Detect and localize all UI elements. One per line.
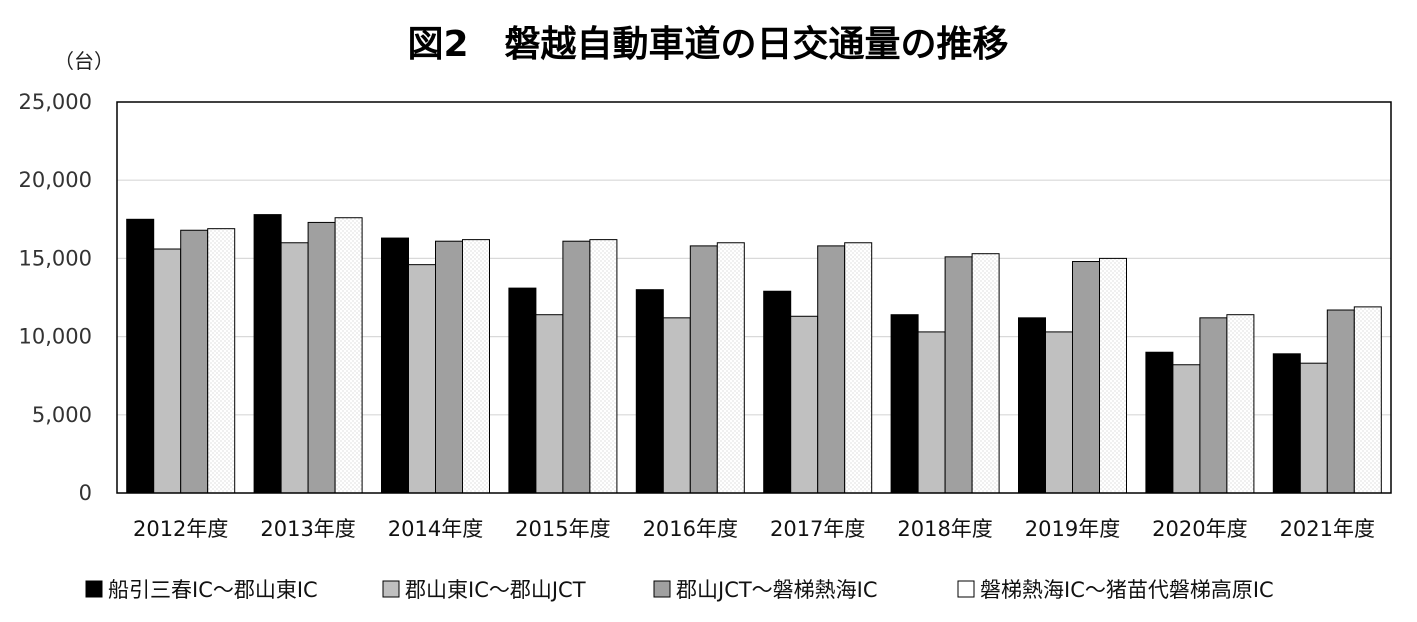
bar-3-1 xyxy=(180,229,209,494)
bar-4-9 xyxy=(1226,314,1255,494)
y-axis-unit-label: （台） xyxy=(54,49,114,73)
legend-swatch-1 xyxy=(85,580,103,598)
y-axis-ticks: 0 5,000 10,000 15,000 20,000 25,000 xyxy=(19,90,92,505)
x-category-label: 2019年度 xyxy=(1025,517,1120,541)
legend-label-1: 船引三春IC～郡山東IC xyxy=(108,578,318,602)
y-tick-label: 0 xyxy=(79,481,92,505)
bar-2-5 xyxy=(662,317,691,494)
bar-4-2 xyxy=(334,217,363,494)
x-category-label: 2016年度 xyxy=(643,517,738,541)
bar-1-7 xyxy=(890,314,919,494)
legend-swatch-4 xyxy=(957,580,975,598)
y-tick-label: 15,000 xyxy=(19,246,92,270)
bar-2-4 xyxy=(535,314,564,494)
bar-3-7 xyxy=(944,256,973,494)
legend-label-4: 磐梯熱海IC～猪苗代磐梯高原IC xyxy=(980,578,1274,602)
bar-4-7 xyxy=(971,253,1000,494)
legend-swatch-3 xyxy=(653,580,671,598)
bar-1-6 xyxy=(763,290,792,494)
bar-2-6 xyxy=(790,315,819,494)
plot-area-frame xyxy=(116,101,1392,494)
x-axis-category-labels: 2012年度 2013年度 2014年度 2015年度 2016年度 2017年度 2018… xyxy=(133,517,1375,541)
bar-2-10 xyxy=(1299,362,1328,494)
bar-3-5 xyxy=(689,245,718,494)
y-tick-label: 25,000 xyxy=(19,90,92,114)
bar-1-3 xyxy=(381,237,409,494)
bar-2-9 xyxy=(1172,364,1201,494)
bar-4-6 xyxy=(844,242,873,494)
legend-swatch-2 xyxy=(382,580,400,598)
y-tick-label: 5,000 xyxy=(32,403,92,427)
bar-1-5 xyxy=(635,289,664,494)
bar-3-8 xyxy=(1072,261,1100,494)
x-category-label: 2021年度 xyxy=(1280,517,1375,541)
bar-4-8 xyxy=(1099,257,1127,494)
bar-2-7 xyxy=(917,331,946,494)
bar-2-3 xyxy=(408,264,436,494)
bar-1-8 xyxy=(1018,317,1046,494)
legend-label-3: 郡山JCT～磐梯熱海IC xyxy=(676,578,878,602)
bar-1-4 xyxy=(508,287,537,494)
legend: 船引三春IC～郡山東IC 郡山東IC～郡山JCT 郡山JCT～磐梯熱海IC 磐梯熱海I… xyxy=(85,578,1274,602)
bar-4-4 xyxy=(589,239,618,494)
bar-1-9 xyxy=(1145,351,1174,494)
y-tick-label: 10,000 xyxy=(19,325,92,349)
bar-3-2 xyxy=(307,221,336,494)
x-category-label: 2018年度 xyxy=(897,517,992,541)
bar-3-3 xyxy=(435,240,463,494)
bar-4-5 xyxy=(716,242,745,494)
bar-1-1 xyxy=(126,218,155,494)
bar-1-10 xyxy=(1272,353,1301,494)
x-category-label: 2015年度 xyxy=(515,517,610,541)
bar-2-8 xyxy=(1045,331,1073,494)
x-category-label: 2013年度 xyxy=(260,517,355,541)
bar-2-1 xyxy=(153,248,182,494)
bar-4-3 xyxy=(462,239,490,494)
y-tick-label: 20,000 xyxy=(19,168,92,192)
x-category-label: 2020年度 xyxy=(1152,517,1247,541)
bar-3-9 xyxy=(1199,317,1228,494)
bar-4-1 xyxy=(207,228,236,494)
x-category-label: 2014年度 xyxy=(388,517,483,541)
legend-label-2: 郡山東IC～郡山JCT xyxy=(405,578,586,602)
bar-1-2 xyxy=(253,214,282,494)
bar-3-4 xyxy=(562,240,591,494)
x-category-label: 2017年度 xyxy=(770,517,865,541)
bar-3-10 xyxy=(1326,309,1355,494)
x-category-label: 2012年度 xyxy=(133,517,228,541)
chart-title: 図2 磐越自動車道の日交通量の推移 xyxy=(407,23,1008,65)
bars xyxy=(126,214,1382,494)
bar-3-6 xyxy=(817,245,846,494)
bar-2-2 xyxy=(280,242,309,494)
bar-4-10 xyxy=(1353,306,1382,494)
